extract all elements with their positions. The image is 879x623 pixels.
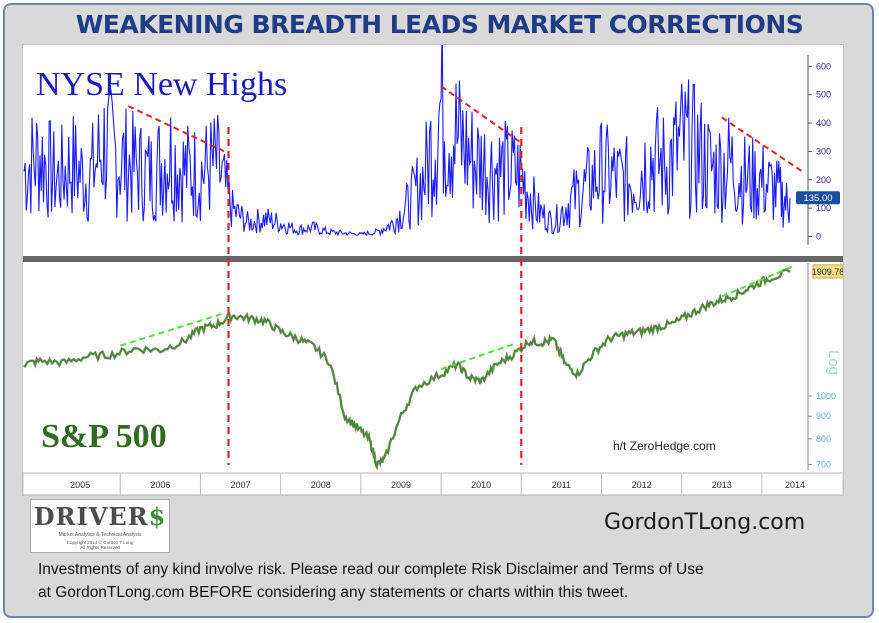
nyse-panel-title: NYSE New Highs bbox=[36, 66, 287, 103]
x-tick-label-2009: 2009 bbox=[391, 480, 411, 490]
sp500-y-tick-label-3: 1000 bbox=[816, 391, 836, 401]
logo-copyright: Copyright 2014 © Gordon T Long All Rights… bbox=[66, 540, 134, 550]
sp500-y-tick-label-1: 800 bbox=[816, 434, 831, 444]
nyse-last-value-label: 135.00 bbox=[803, 193, 832, 204]
x-tick-label-2005: 2005 bbox=[70, 480, 90, 490]
sp500-scale-label: Log bbox=[825, 350, 842, 375]
drivers-logo: DRIVER$ Market Analytics & Technical Ana… bbox=[30, 499, 170, 553]
x-tick-label-2006: 2006 bbox=[150, 480, 170, 490]
disclaimer-line-1: Investments of any kind involve risk. Pl… bbox=[38, 561, 704, 578]
site-name: GordonTLong.com bbox=[604, 510, 806, 535]
nyse-trendline-2 bbox=[440, 85, 522, 144]
sp500-last-value-label: 1909.78 bbox=[812, 267, 843, 277]
zerohedge-credit: h/t ZeroHedge.com bbox=[613, 439, 716, 453]
sp500-panel-title: S&P 500 bbox=[41, 418, 167, 455]
nyse-y-tick-label-1: 100 bbox=[816, 203, 831, 213]
nyse-y-tick-label-5: 500 bbox=[816, 90, 831, 100]
x-tick-label-2014: 2014 bbox=[785, 480, 805, 490]
nyse-new-highs-series bbox=[23, 45, 791, 237]
x-tick-label-2011: 2011 bbox=[552, 480, 571, 490]
nyse-trendline-3 bbox=[721, 116, 803, 173]
sp500-y-tick-label-0: 700 bbox=[816, 459, 831, 469]
nyse-y-tick-label-0: 0 bbox=[816, 231, 821, 241]
page-title: WEAKENING BREADTH LEADS MARKET CORRECTIO… bbox=[75, 10, 804, 39]
sp500-series bbox=[23, 268, 791, 470]
panel-divider bbox=[23, 256, 843, 262]
sp500-trendline-1 bbox=[119, 312, 225, 347]
disclaimer-line-2: at GordonTLong.com BEFORE considering an… bbox=[38, 584, 629, 601]
x-tick-label-2007: 2007 bbox=[231, 480, 251, 490]
chart-panel: 0 100 200 300 400 500 600 135.00 NYSE New Highs 7… bbox=[22, 44, 844, 496]
logo-tagline: Market Analytics & Technical Analysis bbox=[58, 532, 142, 538]
logo-wordmark: DRIVER$ bbox=[33, 502, 167, 531]
risk-disclaimer: Investments of any kind involve risk. Pl… bbox=[38, 558, 858, 604]
nyse-y-tick-label-4: 400 bbox=[816, 118, 831, 128]
x-tick-label-2010: 2010 bbox=[471, 480, 491, 490]
sp500-trendline-3 bbox=[721, 264, 795, 298]
chart-canvas: 0 100 200 300 400 500 600 135.00 NYSE New Highs 7… bbox=[23, 45, 843, 495]
sp500-y-tick-label-2: 900 bbox=[816, 411, 831, 421]
x-axis-strip bbox=[23, 472, 843, 495]
sp500-last-value-box bbox=[812, 264, 843, 279]
x-tick-label-2013: 2013 bbox=[712, 480, 732, 490]
nyse-last-value-box bbox=[796, 191, 840, 205]
nyse-y-tick-label-6: 600 bbox=[816, 61, 831, 71]
nyse-y-tick-label-3: 300 bbox=[816, 146, 831, 156]
x-tick-label-2012: 2012 bbox=[632, 480, 652, 490]
sp500-trendline-2 bbox=[440, 343, 514, 371]
x-tick-label-2008: 2008 bbox=[311, 480, 331, 490]
nyse-trendline-1 bbox=[127, 105, 225, 153]
nyse-y-tick-label-2: 200 bbox=[816, 175, 831, 185]
